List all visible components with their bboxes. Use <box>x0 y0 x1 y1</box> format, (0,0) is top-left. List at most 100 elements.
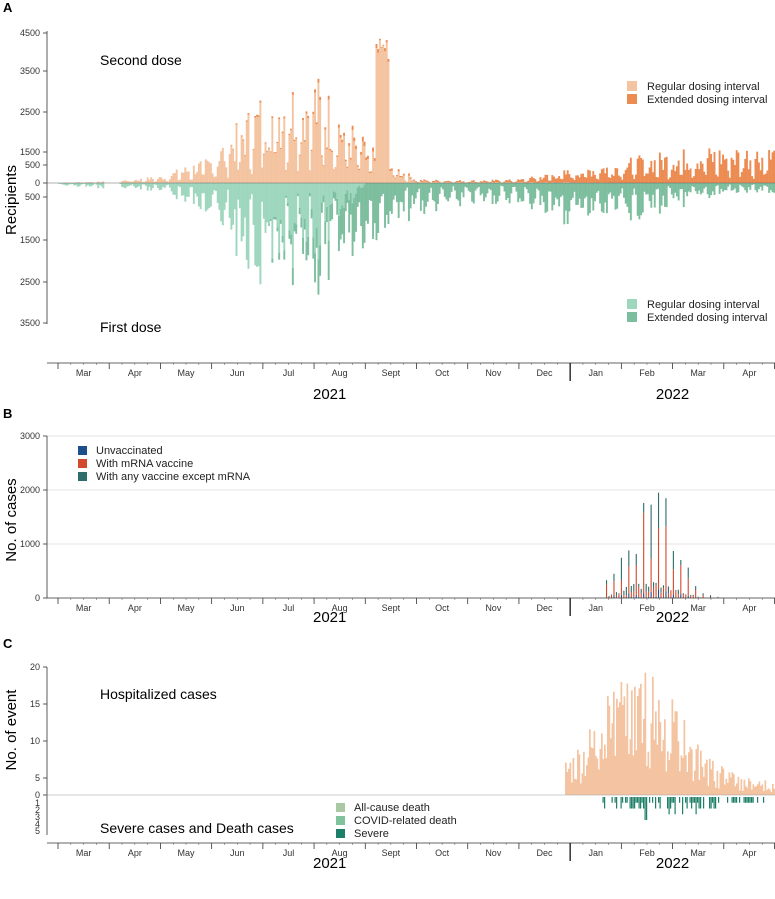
bar-hospitalized <box>736 783 738 795</box>
bar-hospitalized <box>698 779 701 795</box>
bar-first-extended <box>599 183 602 204</box>
bar-first-regular <box>356 183 359 188</box>
bar-hospitalized <box>625 736 627 795</box>
bar-hospitalized <box>688 752 690 795</box>
bar-severe <box>670 797 672 809</box>
bar-second-extended <box>356 165 359 167</box>
bar-second-extended <box>230 144 233 146</box>
bar-second-extended <box>334 167 337 169</box>
bar-second-extended <box>563 170 566 183</box>
bar-hospitalized <box>665 771 668 795</box>
bar-mrna <box>623 595 625 598</box>
bar-first-extended <box>623 183 625 198</box>
bar-first-regular <box>307 183 310 237</box>
bar-second-regular <box>402 175 405 183</box>
bar-first-extended <box>361 187 364 249</box>
bar-first-regular <box>189 183 192 188</box>
bar-severe <box>658 797 660 803</box>
bar-second-regular <box>419 181 422 183</box>
bar-hospitalized <box>769 789 771 795</box>
bar-second-extended <box>643 175 646 183</box>
bar-first-regular <box>267 183 270 225</box>
month-label: Aug <box>332 603 348 613</box>
bar-second-extended <box>314 89 316 93</box>
bar-first-regular <box>281 183 284 236</box>
bar-second-extended <box>664 157 666 183</box>
bar-second-extended <box>587 169 590 183</box>
bar-hospitalized <box>592 748 594 795</box>
bar-first-regular <box>315 183 318 229</box>
bar-first-extended <box>274 217 277 220</box>
bar-hospitalized <box>718 788 720 795</box>
bar-second-extended <box>245 120 248 122</box>
bar-second-extended <box>710 153 713 183</box>
bar-other-vaccine <box>653 582 655 589</box>
bar-hospitalized <box>745 786 747 795</box>
panel-c-xaxis: Mar Apr May Jun Jul Aug Sept Oct Nov Dec Jan Feb Mar… <box>47 842 775 872</box>
bar-first-extended <box>286 202 289 207</box>
bar-second-regular <box>203 174 206 183</box>
bar-first-extended <box>536 183 538 189</box>
bar-second-extended <box>764 173 767 183</box>
bar-second-extended <box>728 177 731 183</box>
bar-first-regular <box>133 183 136 187</box>
bar-second-extended <box>542 177 545 183</box>
bar-second-extended <box>739 176 742 183</box>
bar-second-extended <box>595 178 598 183</box>
bar-second-extended <box>310 149 313 151</box>
bar-first-regular <box>247 183 250 269</box>
bar-first-extended <box>281 235 284 243</box>
bar-severe <box>638 797 640 809</box>
bar-hospitalized <box>686 771 689 795</box>
bar-hospitalized <box>691 749 693 795</box>
bar-second-regular <box>337 127 340 183</box>
bar-second-regular <box>208 162 211 183</box>
bar-second-extended <box>628 163 631 183</box>
bar-severe <box>700 797 702 809</box>
bar-first-regular <box>179 183 182 187</box>
legend-label: With any vaccine except mRNA <box>96 471 251 483</box>
bar-severe <box>674 797 676 815</box>
bar-severe <box>635 797 637 803</box>
bar-second-extended <box>252 148 255 150</box>
bar-second-regular <box>506 182 509 183</box>
panel-c-ylabel: No. of event <box>3 689 20 771</box>
bar-first-regular <box>257 183 260 267</box>
month-label: Dec <box>537 848 554 858</box>
bar-second-extended <box>283 116 286 119</box>
bar-second-extended <box>433 180 436 183</box>
bar-second-regular <box>276 143 279 183</box>
bar-second-extended <box>635 174 637 183</box>
bar-first-extended <box>633 183 636 189</box>
panel-a-legend-upper: Regular dosing interval Extended dosing … <box>627 81 767 106</box>
bar-severe <box>632 797 634 809</box>
bar-first-extended <box>617 183 620 196</box>
bar-other-vaccine <box>662 585 665 589</box>
bar-hospitalized <box>742 790 744 795</box>
bar-second-extended <box>624 169 627 183</box>
bar-second-extended <box>658 152 661 183</box>
bar-hospitalized <box>584 776 587 795</box>
bar-second-regular <box>261 168 264 183</box>
bar-first-extended <box>744 183 747 191</box>
bar-severe <box>626 797 628 803</box>
bar-first-extended <box>665 183 668 208</box>
bar-first-extended <box>314 253 316 283</box>
bar-first-extended <box>392 183 395 200</box>
month-label: Oct <box>435 368 450 378</box>
bar-hospitalized <box>743 779 746 795</box>
bar-first-regular <box>83 183 86 184</box>
bar-first-extended <box>462 183 465 198</box>
bar-second-extended <box>553 176 555 183</box>
bar-hospitalized <box>712 760 714 795</box>
bar-second-extended <box>573 180 576 183</box>
bar-first-extended <box>276 227 279 232</box>
bar-first-regular <box>197 183 200 207</box>
bar-hospitalized <box>697 744 699 795</box>
c-tick-label: 5 <box>35 773 40 783</box>
bar-first-regular <box>269 183 272 220</box>
bar-first-regular <box>343 183 345 208</box>
bar-first-extended <box>421 183 424 201</box>
bar-second-extended <box>355 145 357 149</box>
